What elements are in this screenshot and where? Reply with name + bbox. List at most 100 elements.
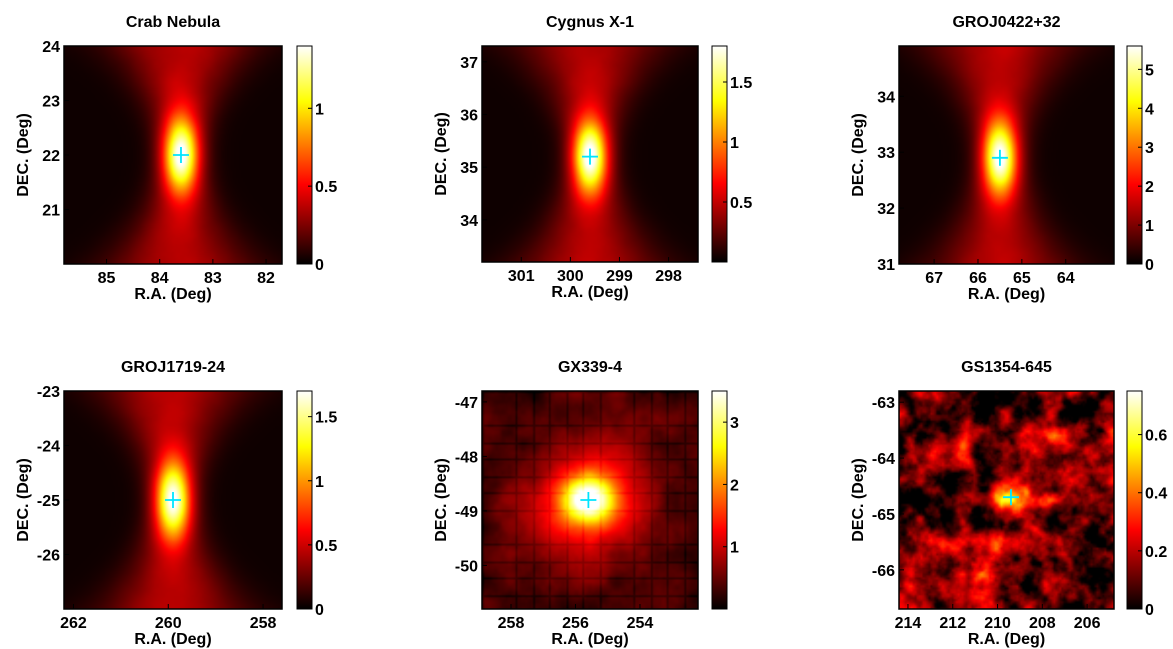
x-tick-label: 260 xyxy=(155,615,182,632)
y-tick-label: -63 xyxy=(872,395,895,412)
y-tick-label: -64 xyxy=(872,451,895,468)
colorbar: 0 1 2 3 4 5 xyxy=(1126,45,1154,274)
y-tick-label: 36 xyxy=(460,107,478,124)
colorbar-tick-label: 1 xyxy=(730,135,739,152)
x-tick-label: 84 xyxy=(151,270,169,287)
x-axis-label: R.A. (Deg) xyxy=(551,284,628,301)
y-axis-label: DEC. (Deg) xyxy=(433,458,450,542)
colorbar-tick-label: 0 xyxy=(1145,257,1154,274)
y-tick-label: -23 xyxy=(37,384,60,401)
x-tick-label: 83 xyxy=(204,270,222,287)
y-tick-label: 33 xyxy=(877,145,895,162)
colorbar-tick-label: 0 xyxy=(315,602,324,619)
y-axis-label: DEC. (Deg) xyxy=(850,458,867,542)
colorbar-tick-label: 0.4 xyxy=(1145,486,1167,503)
colorbar-tick-label: 4 xyxy=(1145,101,1154,118)
y-tick-label: -49 xyxy=(455,504,478,521)
colorbar-tick-label: 1 xyxy=(1145,218,1154,235)
chart-panel: 85 84 83 82 21 22 23 24 Crab Nebula R.A. (Deg) DEC… xyxy=(15,14,337,303)
y-tick-label: 32 xyxy=(877,201,895,218)
colorbar-tick-label: 0.5 xyxy=(315,179,337,196)
source-marker xyxy=(991,149,1008,166)
source-marker xyxy=(580,492,597,508)
colorbar-tick-label: 1.5 xyxy=(730,75,752,92)
heatmap-image xyxy=(899,46,1114,264)
y-tick-label: 35 xyxy=(460,160,478,177)
y-tick-label: -24 xyxy=(37,439,60,456)
plot-frame xyxy=(481,45,699,263)
colorbar-tick-label: 3 xyxy=(1145,140,1154,157)
x-tick-label: 258 xyxy=(498,615,525,632)
colorbar-tick-label: 1 xyxy=(315,474,324,491)
y-tick-label: -65 xyxy=(872,507,895,524)
y-axis-label: DEC. (Deg) xyxy=(15,458,32,542)
y-tick-label: 23 xyxy=(42,94,60,111)
x-axis-label: R.A. (Deg) xyxy=(968,631,1045,648)
y-tick-label: 24 xyxy=(42,39,60,56)
x-axis-label: R.A. (Deg) xyxy=(968,286,1045,303)
colorbar-tick-label: 0.5 xyxy=(315,538,337,555)
colorbar-tick-label: 0.2 xyxy=(1145,544,1167,561)
y-axis-label: DEC. (Deg) xyxy=(850,113,867,197)
chart-panel: 301 300 299 298 34 35 36 37 Cygnus X-1 R.A. (Deg)… xyxy=(433,14,752,301)
x-axis-label: R.A. (Deg) xyxy=(551,631,628,648)
panel-title: Crab Nebula xyxy=(126,14,220,31)
x-tick-label: 300 xyxy=(557,268,584,285)
panel-title: GS1354-645 xyxy=(961,359,1052,376)
y-tick-label: 21 xyxy=(42,203,60,220)
x-tick-label: 82 xyxy=(257,270,275,287)
colorbar-tick-label: 0 xyxy=(1145,602,1154,619)
x-tick-label: 65 xyxy=(1013,270,1031,287)
chart-panel: 262 260 258 -26 -25 -24 -23 GROJ1719-24 R.A. (De… xyxy=(15,359,337,648)
plot-frame xyxy=(898,390,1115,610)
colorbar: 0 0.2 0.4 0.6 xyxy=(1126,390,1167,619)
colorbar-tick-label: 0.6 xyxy=(1145,428,1167,445)
source-marker xyxy=(582,148,598,165)
colorbar-tick-label: 1 xyxy=(315,101,324,118)
y-tick-label: 34 xyxy=(460,213,478,230)
panel-title: GX339-4 xyxy=(558,359,622,376)
panel-title: GROJ0422+32 xyxy=(952,14,1060,31)
colorbar-tick-label: 5 xyxy=(1145,62,1154,79)
x-tick-label: 256 xyxy=(562,615,589,632)
colorbar-tick-label: 1 xyxy=(730,540,739,557)
y-axis-label: DEC. (Deg) xyxy=(433,112,450,196)
x-tick-label: 64 xyxy=(1057,270,1075,287)
y-tick-label: -47 xyxy=(455,395,478,412)
source-marker xyxy=(1002,489,1019,506)
x-tick-label: 67 xyxy=(925,270,943,287)
y-tick-label: 37 xyxy=(460,55,478,72)
chart-panel: 258 256 254 -50 -49 -48 -47 GX339-4 R.A. (Deg) DE… xyxy=(433,359,739,648)
source-marker xyxy=(172,147,189,163)
plot-frame xyxy=(898,45,1115,265)
colorbar-tick-label: 2 xyxy=(1145,179,1154,196)
y-tick-label: -48 xyxy=(455,449,478,466)
colorbar: 0 0.5 1 1.5 xyxy=(296,390,337,619)
x-tick-label: 262 xyxy=(60,615,87,632)
colorbar-tick-label: 2 xyxy=(730,477,739,494)
x-tick-label: 85 xyxy=(98,270,116,287)
y-tick-label: -25 xyxy=(37,493,60,510)
y-axis-label: DEC. (Deg) xyxy=(15,113,32,197)
panel-title: GROJ1719-24 xyxy=(121,359,225,376)
source-marker xyxy=(165,492,181,508)
x-axis-label: R.A. (Deg) xyxy=(134,286,211,303)
y-tick-label: -50 xyxy=(455,558,478,575)
colorbar-tick-label: 1.5 xyxy=(315,410,337,427)
x-tick-label: 210 xyxy=(984,615,1011,632)
x-tick-label: 208 xyxy=(1029,615,1056,632)
x-axis-label: R.A. (Deg) xyxy=(134,631,211,648)
colorbar-tick-label: 0 xyxy=(315,257,324,274)
y-tick-label: -66 xyxy=(872,563,895,580)
x-tick-label: 258 xyxy=(250,615,277,632)
y-tick-label: 22 xyxy=(42,148,60,165)
x-tick-label: 66 xyxy=(969,270,987,287)
chart-panel: 214 212 210 208 206 -66 -65 -64 -63 GS1354-645 R.A… xyxy=(850,359,1167,648)
x-tick-label: 214 xyxy=(895,615,922,632)
colorbar-tick-label: 0.5 xyxy=(730,195,752,212)
heatmap-image xyxy=(899,391,1114,609)
y-tick-label: 31 xyxy=(877,257,895,274)
colorbar: 0.5 1 1.5 xyxy=(711,45,752,263)
panel-title: Cygnus X-1 xyxy=(546,14,634,31)
